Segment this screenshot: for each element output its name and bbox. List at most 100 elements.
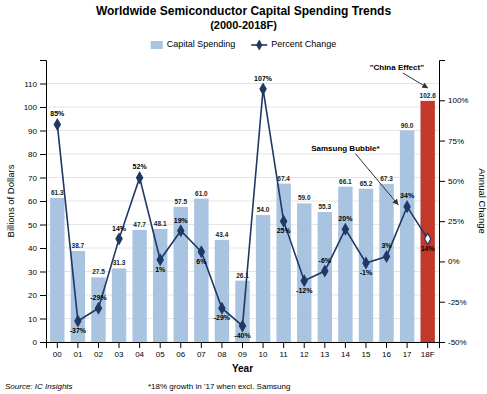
line-label: -12% [296,287,313,294]
y2-tick: 50% [439,177,464,186]
tick-mark [263,342,264,348]
tick-label: 03 [115,350,124,359]
tick-label: 80 [28,150,37,159]
bar [50,198,64,342]
legend-label: Capital Spending [167,39,236,49]
bar [215,240,229,342]
tick-mark [345,342,346,348]
x-tick: 16 [382,342,391,359]
bar [297,203,311,342]
legend: Capital SpendingPercent Change [151,39,337,50]
tick-label: 07 [197,350,206,359]
line-marker [281,216,287,227]
tick-label: 50 [28,221,37,230]
x-tick: 05 [156,342,165,359]
x-tick: 13 [320,342,329,359]
bar [174,207,188,342]
bar [132,230,146,342]
tick-mark [439,141,445,142]
bar [194,199,208,342]
y-tick: 20 [28,291,46,300]
line-label: -29% [214,314,231,321]
tick-label: 50% [448,177,464,186]
tick-label: 04 [135,350,144,359]
line-marker [425,233,431,244]
plot: 00010203040506070809101112131415161718F0… [5,61,487,375]
tick-label: 60 [28,197,37,206]
line-marker [301,275,307,286]
y-tick: 40 [28,244,46,253]
annotation: Samsung Bubble* [311,144,380,153]
tick-mark [324,342,325,348]
bar-label: 90.0 [401,122,414,129]
line-marker [54,119,60,130]
x-tick: 02 [94,342,103,359]
tick-mark [139,342,140,348]
data-labels: 61.338.727.531.347.748.157.561.043.426.1… [50,75,436,339]
bar-label: 55.3 [318,203,331,210]
grid [46,84,439,343]
line-marker [342,224,348,235]
chart: 00010203040506070809101112131415161718F0… [0,0,487,394]
tick-label: 02 [94,350,103,359]
legend-item: Capital Spending [151,39,236,49]
line-label: -29% [90,294,107,301]
legend-swatch [151,41,163,49]
tick-mark [201,342,202,348]
bar [338,187,352,342]
tick-mark [40,319,46,320]
x-tick: 09 [238,342,247,359]
tick-label: 05 [156,350,165,359]
bar [420,101,434,342]
line-label: 85% [50,110,65,117]
line-marker [239,320,245,331]
line-marker [219,303,225,314]
axis-line [47,343,440,349]
axis-line [440,61,446,343]
tick-label: 0 [33,338,38,347]
tick-mark [160,342,161,348]
bar [256,215,270,342]
grid-line [46,154,439,155]
line-label: 6% [196,258,207,265]
annotation: "China Effect" [370,63,424,72]
bar-label: 65.2 [360,180,373,187]
x-axis: 00010203040506070809101112131415161718F [47,342,440,359]
y-axis-title: Billions of Dollars [5,164,16,237]
tick-mark [439,221,445,222]
tick-mark [439,302,445,303]
x-tick: 07 [197,342,206,359]
tick-mark [40,342,46,343]
line-label: 107% [254,75,273,82]
tick-label: 70 [28,174,37,183]
bar-label: 47.7 [133,221,146,228]
bar [112,268,126,342]
tick-label: 15 [362,350,371,359]
tick-label: 110 [24,80,37,89]
x-tick: 14 [341,342,350,359]
tick-label: 75% [448,137,464,146]
tick-label: 40 [28,244,37,253]
tick-label: 00 [53,350,62,359]
x-tick: 03 [115,342,124,359]
x-tick: 00 [53,342,62,359]
tick-label: 25% [448,217,464,226]
x-tick: 17 [403,342,412,359]
line-label: -40% [234,332,251,339]
line-label: 14% [112,225,127,232]
grid-line [46,83,439,84]
y2-tick: -25% [439,298,467,307]
tick-mark [98,342,99,348]
marks [50,84,435,342]
tick-label: 13 [320,350,329,359]
bar-label: 57.5 [174,198,187,205]
title: Worldwide Semiconductor Capital Spending… [96,4,391,18]
tick-label: 01 [73,350,82,359]
tick-mark [40,154,46,155]
tick-mark [221,342,222,348]
line-label: -1% [360,269,373,276]
tick-label: 10 [259,350,268,359]
annotations: "China Effect" Samsung Bubble* [311,63,428,205]
x-axis-title: Year [232,363,253,374]
x-tick: 18F [421,342,435,359]
